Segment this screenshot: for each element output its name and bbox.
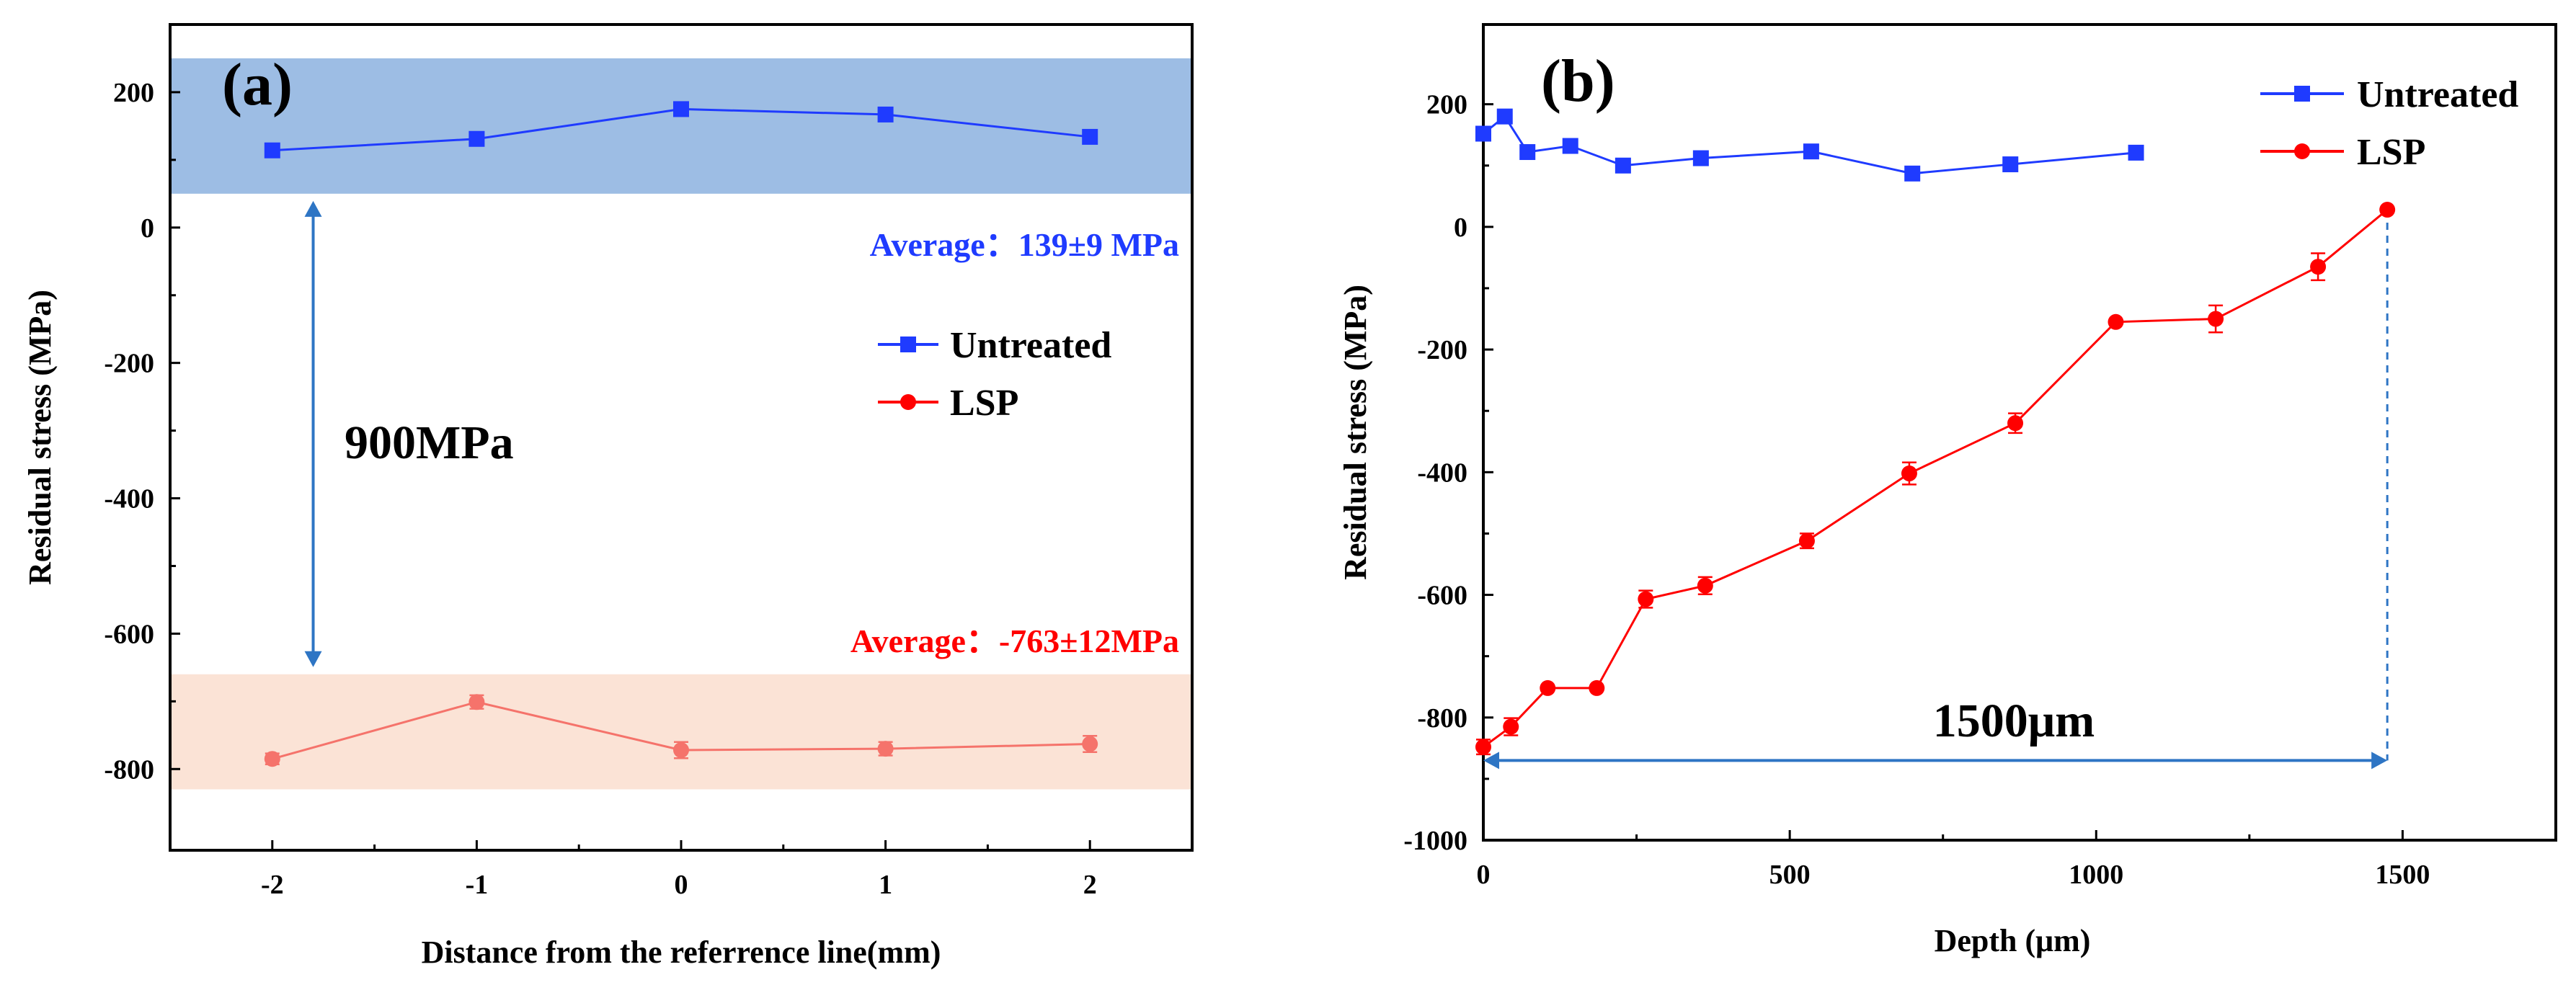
b-untreated-point	[1803, 143, 1819, 160]
b-untreated-point	[1615, 157, 1631, 174]
a-x-axis-label: Distance from the referrence line(mm)	[422, 935, 941, 970]
b-ytick-label: -800	[1417, 703, 1467, 734]
b-lsp-point	[1540, 679, 1556, 696]
b-xtick-label: 500	[1769, 860, 1811, 890]
a-xtick-label: 1	[879, 870, 892, 900]
b-lsp-point	[1798, 532, 1815, 549]
a-lsp-point	[468, 694, 485, 710]
a-untreated-band	[170, 58, 1192, 194]
b-lsp-point	[1901, 465, 1917, 482]
b-ytick-label: -1000	[1403, 826, 1467, 856]
a-xtick-label: -2	[261, 870, 284, 900]
a-legend: Untreated LSP	[878, 325, 1111, 424]
a-axis-ticks: -2 -1 0 1 2 200 0 -200 -400 -600 -800	[104, 78, 1096, 900]
b-lsp-point	[1503, 718, 1519, 735]
a-lsp-point	[673, 741, 689, 758]
a-legend-marker	[900, 394, 916, 410]
a-ytick-label: -800	[104, 754, 154, 785]
a-bands	[170, 58, 1192, 790]
b-untreated-point	[1475, 125, 1491, 142]
b-depth-arrow-head-left	[1483, 752, 1499, 770]
b-series	[1475, 108, 2396, 756]
a-ytick-label: -200	[104, 349, 154, 379]
a-gap-arrow-head-bottom	[304, 651, 322, 667]
b-ytick-label: 0	[1454, 213, 1467, 243]
a-annotations: Average：139±9 MPa Average：-763±12MPa 900MP…	[304, 200, 1179, 667]
a-untreated-point	[877, 106, 894, 122]
b-annotations: 1500μm	[1483, 210, 2389, 770]
b-lsp-point	[2208, 311, 2224, 327]
a-ytick-label: 200	[113, 78, 154, 108]
b-untreated-point	[1496, 108, 1513, 125]
b-untreated-point	[2002, 156, 2019, 173]
a-gap-label: 900MPa	[345, 416, 514, 469]
a-lsp-band	[170, 674, 1192, 790]
a-xtick-label: 2	[1083, 870, 1097, 900]
a-untreated-point	[264, 142, 280, 159]
a-lsp-point	[877, 741, 894, 757]
b-lsp-point	[2108, 313, 2124, 330]
b-xtick-label: 0	[1477, 860, 1491, 890]
a-legend-label: LSP	[950, 383, 1018, 424]
b-lsp-point	[1589, 679, 1605, 696]
b-untreated-point	[1519, 144, 1536, 161]
b-legend-marker	[2294, 143, 2310, 159]
a-xtick-label: 0	[675, 870, 688, 900]
a-y-axis-label: Residual stress (MPa)	[22, 290, 58, 585]
b-lsp-point	[1638, 591, 1654, 607]
b-legend-label: Untreated	[2357, 74, 2518, 115]
a-panel-label: (a)	[222, 51, 293, 118]
a-ytick-label: 0	[141, 213, 154, 244]
b-xtick-label: 1000	[2069, 860, 2123, 890]
b-lsp-point	[1475, 739, 1491, 755]
b-untreated-point	[2128, 144, 2144, 161]
b-lsp-point	[2310, 259, 2327, 275]
a-legend-marker	[900, 336, 916, 352]
a-average-lsp-label: Average：-763±12MPa	[850, 623, 1179, 659]
a-gap-arrow-head-top	[304, 200, 322, 217]
a-ytick-label: -400	[104, 484, 154, 514]
b-lsp-point	[1697, 577, 1713, 594]
b-lsp-point	[2007, 415, 2024, 432]
b-legend-marker	[2294, 86, 2310, 102]
b-depth-arrow-head-right	[2371, 752, 2388, 770]
b-lsp-line	[1483, 208, 2389, 748]
a-series	[264, 101, 1098, 767]
a-legend-label: Untreated	[950, 325, 1111, 366]
b-y-axis-label: Residual stress (MPa)	[1338, 285, 1373, 580]
b-plot-frame	[1482, 23, 2557, 842]
b-untreated-point	[1904, 165, 1921, 182]
b-untreated-point	[1692, 150, 1709, 166]
panel-a: -2 -1 0 1 2 200 0 -200 -400 -600 -800 Average：139±…	[22, 23, 1194, 970]
b-panel-label: (b)	[1541, 48, 1615, 115]
b-ytick-label: -400	[1417, 458, 1467, 488]
b-x-axis-label: Depth (μm)	[1935, 923, 2091, 958]
b-legend: Untreated LSP	[2260, 74, 2518, 173]
b-lsp-point	[2379, 202, 2396, 218]
a-untreated-point	[468, 130, 485, 147]
b-ytick-label: -200	[1417, 335, 1467, 365]
b-untreated-point	[1562, 138, 1578, 154]
b-span-label: 1500μm	[1933, 695, 2095, 747]
a-xtick-label: -1	[466, 870, 489, 900]
b-untreated-line	[1483, 115, 2136, 175]
b-legend-label: LSP	[2357, 132, 2425, 173]
a-lsp-point	[1082, 736, 1098, 752]
a-lsp-point	[264, 751, 280, 767]
a-ytick-label: -600	[104, 619, 154, 649]
a-untreated-point	[1082, 128, 1098, 145]
a-untreated-point	[673, 101, 689, 117]
b-xtick-label: 1500	[2375, 860, 2430, 890]
a-average-untreated-label: Average：139±9 MPa	[870, 226, 1179, 263]
b-ytick-label: -600	[1417, 581, 1467, 611]
b-ytick-label: 200	[1426, 90, 1467, 120]
